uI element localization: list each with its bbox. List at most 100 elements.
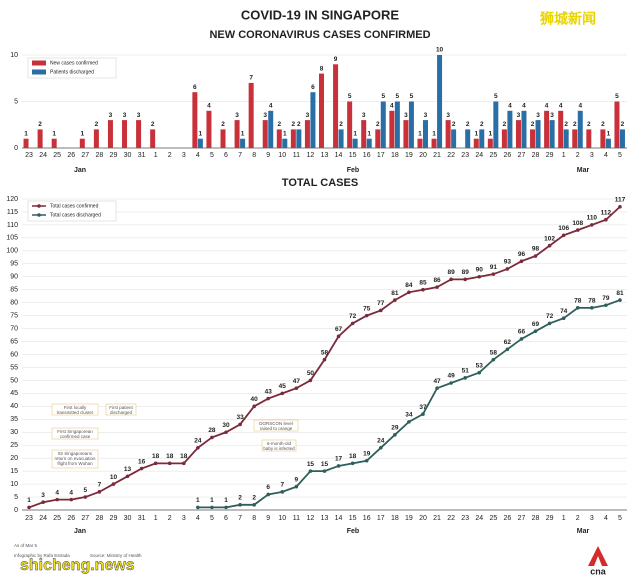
value-label: 2 — [621, 121, 625, 128]
bar — [220, 129, 226, 148]
value-label: 1 — [241, 130, 245, 137]
x-tick-label: 26 — [504, 152, 512, 159]
footer-note: Source: Ministry of Health — [90, 553, 142, 558]
point — [590, 306, 594, 310]
x-tick-label: 9 — [266, 515, 270, 522]
value-label: 30 — [222, 422, 230, 429]
point — [477, 370, 482, 375]
x-tick-label: 15 — [349, 515, 357, 522]
y-tick-label: 115 — [7, 209, 18, 216]
bar — [51, 138, 57, 148]
x-tick-label: 28 — [532, 515, 540, 522]
bar — [465, 129, 471, 148]
value-label: 4 — [207, 103, 211, 110]
point — [533, 254, 538, 258]
bar — [197, 138, 203, 148]
point — [350, 321, 355, 326]
y-tick-label: 85 — [10, 287, 18, 294]
point — [280, 490, 285, 494]
bar — [79, 138, 85, 148]
value-label: 6 — [266, 484, 270, 491]
y-tick-label: 95 — [10, 261, 18, 268]
value-label: 15 — [321, 461, 329, 468]
legend-swatch — [37, 213, 41, 217]
value-label: 2 — [587, 121, 591, 128]
bar — [206, 110, 212, 148]
bar — [304, 120, 310, 148]
value-label: 4 — [69, 489, 73, 496]
value-label: 78 — [574, 298, 582, 305]
point — [41, 500, 45, 505]
y-tick-label: 5 — [14, 494, 18, 501]
y-tick-label: 10 — [10, 481, 18, 488]
x-tick-label: 16 — [363, 152, 371, 159]
point — [294, 386, 299, 390]
bar — [563, 129, 569, 148]
point — [435, 285, 439, 289]
x-tick-label: 24 — [475, 152, 483, 159]
point — [69, 497, 74, 502]
point — [590, 223, 594, 227]
legend-label: Total cases discharged — [50, 212, 101, 218]
x-tick-label: 7 — [238, 152, 242, 159]
value-label: 3 — [550, 112, 554, 119]
month-label: Feb — [347, 528, 359, 535]
value-label: 77 — [377, 300, 385, 307]
value-label: 93 — [504, 259, 512, 266]
x-tick-label: 20 — [419, 515, 427, 522]
value-label: 1 — [196, 497, 200, 504]
value-label: 4 — [55, 489, 59, 496]
month-label: Jan — [74, 528, 86, 535]
bar — [619, 129, 625, 148]
y-tick-label: 55 — [10, 364, 18, 371]
bar — [558, 110, 564, 148]
value-label: 2 — [38, 121, 42, 128]
value-label: 50 — [307, 370, 315, 377]
x-tick-label: 31 — [138, 152, 146, 159]
bar — [479, 129, 485, 148]
x-tick-label: 23 — [461, 152, 469, 159]
footer-note: Infographic by Rafa Estrada — [14, 553, 70, 558]
legend-swatch — [37, 204, 41, 208]
bar — [361, 120, 367, 148]
y-tick-label: 30 — [10, 429, 18, 436]
bar — [549, 120, 555, 148]
chart-title: NEW CORONAVIRUS CASES CONFIRMED — [209, 29, 430, 41]
value-label: 28 — [208, 427, 216, 434]
value-label: 8 — [320, 65, 324, 72]
point — [210, 505, 214, 510]
bar — [107, 120, 113, 148]
bar — [319, 73, 324, 148]
value-label: 2 — [297, 121, 301, 128]
bar — [338, 129, 344, 148]
x-tick-label: 29 — [110, 152, 118, 159]
y-tick-label: 50 — [10, 377, 18, 384]
value-label: 1 — [224, 497, 228, 504]
point — [561, 233, 566, 238]
bar — [572, 129, 578, 148]
value-label: 2 — [531, 121, 535, 128]
x-tick-label: 29 — [546, 515, 554, 522]
y-tick-label: 70 — [10, 325, 18, 332]
bar — [93, 129, 99, 148]
bar — [605, 138, 611, 148]
value-label: 47 — [293, 378, 301, 385]
point — [477, 274, 482, 279]
value-label: 10 — [436, 47, 444, 54]
point — [55, 497, 59, 502]
value-label: 1 — [27, 497, 31, 504]
x-tick-label: 29 — [546, 152, 554, 159]
point — [364, 458, 369, 463]
x-tick-label: 1 — [154, 152, 158, 159]
annotation-box — [51, 427, 99, 440]
month-label: Mar — [577, 528, 590, 535]
x-tick-label: 27 — [81, 515, 89, 522]
bar — [290, 129, 296, 148]
x-tick-label: 28 — [95, 515, 103, 522]
value-label: 4 — [545, 103, 549, 110]
annotation-text: 92 Singaporeans return on evacuation fli… — [54, 450, 96, 466]
bar — [614, 101, 620, 148]
bar — [240, 138, 246, 148]
point — [252, 503, 256, 507]
bar — [282, 138, 288, 148]
